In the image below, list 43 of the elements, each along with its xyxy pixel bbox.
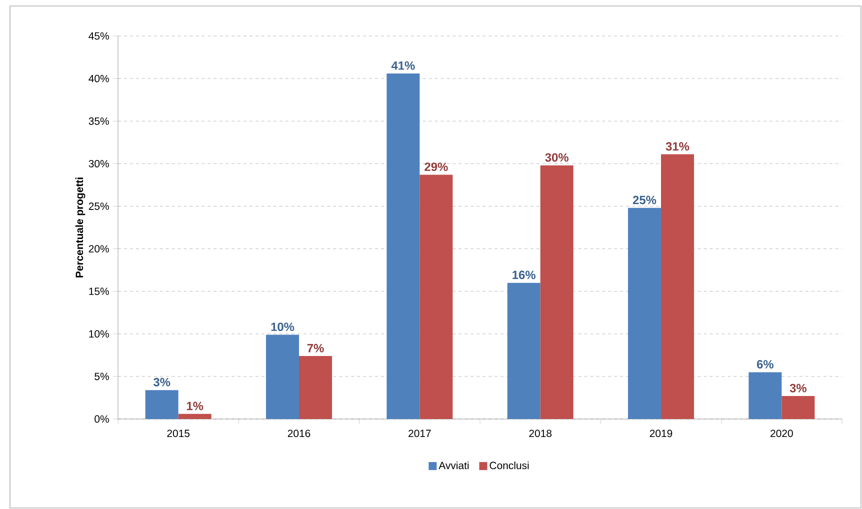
bar bbox=[299, 356, 332, 419]
y-tick-label: 45% bbox=[88, 32, 109, 40]
y-tick-label: 30% bbox=[88, 160, 109, 168]
x-tick-label: 2019 bbox=[650, 430, 672, 438]
y-tick-label: 0% bbox=[94, 415, 109, 423]
y-tick-label: 35% bbox=[88, 117, 109, 125]
y-tick-label: 25% bbox=[88, 202, 109, 210]
legend-label: Conclusi bbox=[490, 461, 529, 470]
data-label: 1% bbox=[186, 402, 204, 410]
x-tick-label: 2018 bbox=[529, 430, 552, 438]
data-label: 7% bbox=[307, 344, 324, 352]
legend-label: Avviati bbox=[438, 461, 469, 470]
x-tick-label: 2016 bbox=[288, 430, 310, 438]
bar bbox=[178, 414, 212, 419]
y-tick-label: 10% bbox=[89, 330, 109, 338]
data-label: 25% bbox=[632, 196, 656, 204]
y-tick-label: 40% bbox=[88, 74, 109, 82]
data-label: 31% bbox=[666, 142, 690, 151]
y-tick-label: 5% bbox=[94, 372, 109, 380]
data-label: 10% bbox=[271, 322, 294, 332]
bar bbox=[266, 334, 299, 419]
data-label: 3% bbox=[153, 378, 170, 386]
y-axis-title: Percentuale progetti bbox=[75, 178, 86, 278]
y-tick-label: 20% bbox=[88, 245, 109, 252]
bar bbox=[782, 396, 815, 419]
data-label: 41% bbox=[391, 61, 415, 70]
data-label: 6% bbox=[756, 360, 774, 368]
bar bbox=[420, 174, 453, 419]
data-label: 30% bbox=[545, 153, 568, 162]
x-tick-label: 2017 bbox=[408, 430, 431, 438]
x-tick-label: 2015 bbox=[167, 430, 190, 438]
y-tick-label: 15% bbox=[89, 288, 109, 296]
bar bbox=[748, 372, 782, 419]
data-label: 3% bbox=[790, 384, 806, 392]
data-label: 16% bbox=[512, 270, 536, 280]
bar bbox=[628, 208, 662, 419]
bar bbox=[145, 390, 178, 419]
data-label: 29% bbox=[424, 162, 448, 172]
bar bbox=[540, 165, 574, 419]
bar bbox=[386, 73, 420, 419]
x-tick-label: 2020 bbox=[770, 430, 793, 438]
bar bbox=[661, 154, 694, 419]
bar bbox=[507, 282, 540, 419]
